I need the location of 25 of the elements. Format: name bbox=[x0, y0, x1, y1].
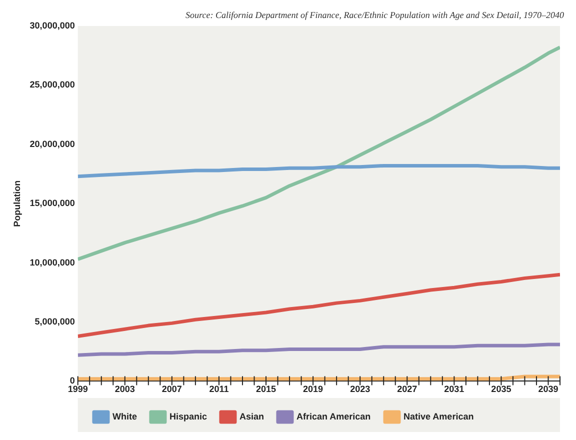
x-tick-label: 2019 bbox=[303, 384, 324, 394]
source-note: Source: California Department of Finance, Race/Ethnic Population with Age and Sex Detail, 1970–2040 bbox=[186, 10, 564, 20]
y-tick-label: 20,000,000 bbox=[30, 138, 75, 149]
legend-label: Native American bbox=[404, 411, 474, 422]
x-tick-label: 2011 bbox=[209, 384, 229, 394]
y-tick-label: 30,000,000 bbox=[30, 20, 75, 30]
x-tick-label: 2031 bbox=[444, 384, 464, 394]
x-tick-label: 2039 bbox=[538, 384, 558, 394]
legend-label: African American bbox=[296, 411, 371, 422]
y-axis-title: Population bbox=[12, 180, 22, 227]
y-tick-label: 10,000,000 bbox=[30, 257, 75, 268]
legend-label: Asian bbox=[239, 411, 264, 422]
legend-label: White bbox=[112, 411, 137, 422]
x-tick-label: 2035 bbox=[491, 384, 512, 394]
x-tick-label: 2003 bbox=[114, 384, 135, 394]
y-tick-label: 25,000,000 bbox=[30, 80, 75, 90]
x-tick-label: 2027 bbox=[397, 384, 418, 394]
y-tick-label: 5,000,000 bbox=[34, 316, 75, 326]
x-tick-label: 2007 bbox=[162, 384, 182, 394]
y-tick-label: 15,000,000 bbox=[30, 198, 75, 208]
x-tick-label: 2023 bbox=[350, 384, 370, 394]
legend-label: Hispanic bbox=[169, 411, 207, 422]
y-tick-label: 0 bbox=[70, 376, 75, 386]
x-tick-label: 1999 bbox=[68, 384, 88, 394]
x-tick-label: 2015 bbox=[256, 384, 276, 394]
